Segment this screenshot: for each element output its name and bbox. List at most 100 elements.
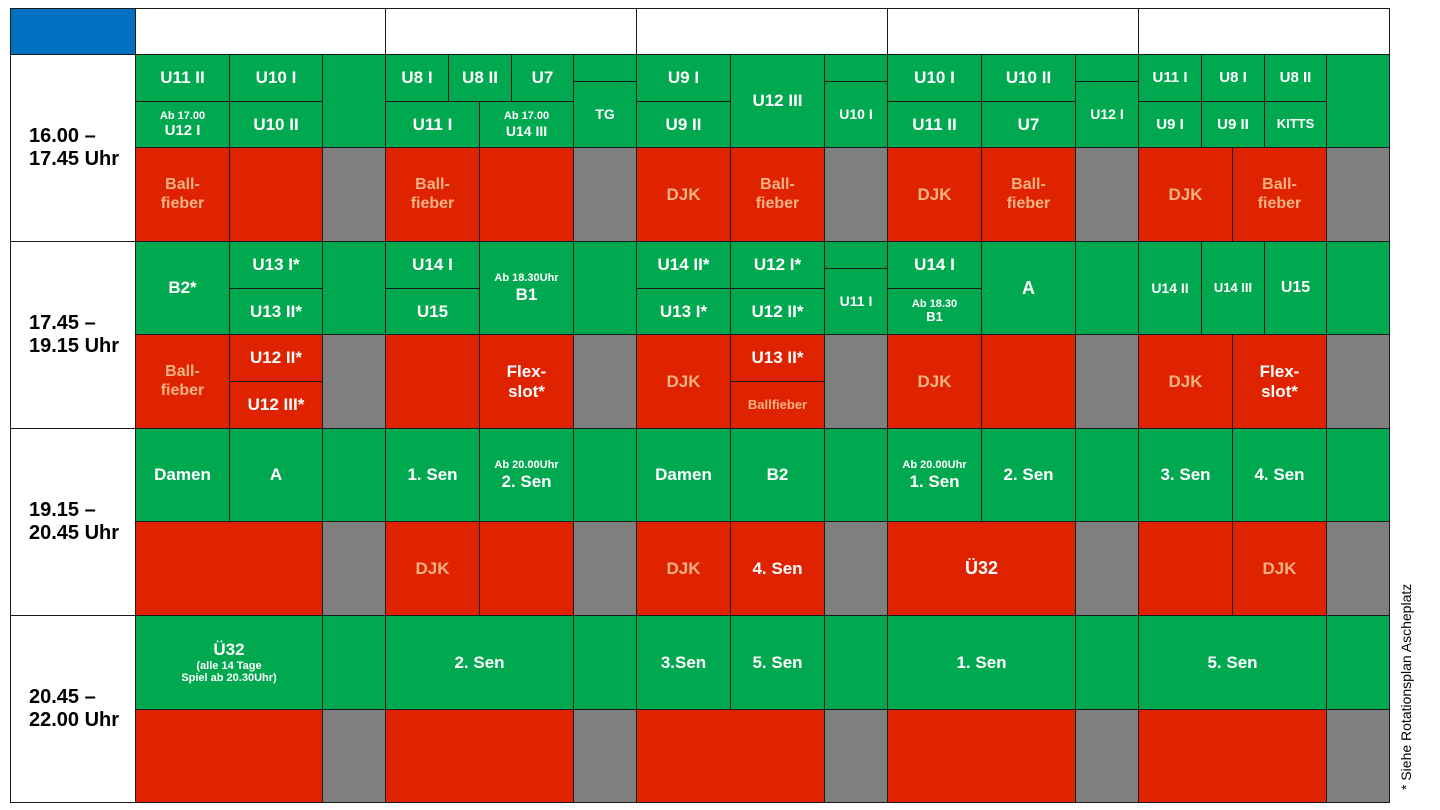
slot-text: Ball-: [760, 176, 795, 194]
grey-block: [1075, 709, 1139, 803]
slot-text: U12 II*: [250, 348, 302, 368]
slot-text: DJK: [1262, 558, 1297, 578]
slot-cell: 4. Sen: [1232, 428, 1327, 522]
slot-text: A: [269, 465, 283, 485]
slot-cell: Ab 17.00 U14 III: [479, 101, 574, 148]
grey-block: [573, 521, 637, 616]
slot-cell: Ball-fieber: [730, 147, 825, 242]
slot-text: U14 III: [505, 122, 548, 139]
slot-cell: 3. Sen: [1138, 428, 1233, 522]
slot-cell: Ball-fieber: [981, 147, 1076, 242]
slot-cell: DJK: [636, 521, 731, 616]
slot-text: U12 III*: [247, 395, 305, 415]
slot-text: U8 I: [1219, 69, 1247, 87]
slot-text: 4. Sen: [752, 558, 803, 578]
day-header-2: [636, 8, 888, 55]
slot-text: U9 I: [1156, 115, 1184, 133]
af-label: [573, 615, 637, 710]
grey-block: [1326, 521, 1390, 616]
slot-cell: Flex-slot*: [1232, 334, 1327, 429]
slot-text: DJK: [666, 184, 701, 204]
slot-text: Ab 18.30: [911, 297, 958, 310]
slot-cell: U11 II: [135, 54, 230, 102]
af-label: [1075, 615, 1139, 710]
slot-cell: U14 II: [1138, 241, 1202, 335]
af-label: [1326, 54, 1390, 148]
grey-block: [1326, 334, 1390, 429]
slot-cell: U14 II*: [636, 241, 731, 289]
grey-block: [824, 147, 888, 242]
slot-text: U12 I: [164, 122, 201, 140]
slot-cell: U15: [1264, 241, 1327, 335]
slot-cell: U10 II: [981, 54, 1076, 102]
af-label: [322, 54, 386, 148]
slot-cell: B2: [730, 428, 825, 522]
af-label: [322, 428, 386, 522]
slot-text: U12 III: [752, 91, 803, 111]
slot-text: 4. Sen: [1254, 465, 1305, 485]
slot-cell: 2. Sen: [385, 615, 574, 710]
slot-text: U8 II: [462, 68, 498, 88]
slot-cell: DJK: [1138, 334, 1233, 429]
slot-text: Spiel ab 20.30Uhr): [181, 672, 277, 685]
slot-text: fieber: [1257, 194, 1302, 212]
slot-text: U8 II: [1279, 69, 1312, 87]
red-block: [1138, 709, 1327, 803]
slot-text: U7: [1017, 114, 1040, 134]
slot-text: U10 I: [914, 68, 955, 88]
slot-text: 3.Sen: [660, 652, 707, 672]
slot-text: fieber: [410, 194, 455, 212]
slot-text: U12 I*: [753, 255, 802, 275]
slot-text: Flex-: [506, 361, 547, 381]
red-block: [229, 147, 323, 242]
slot-cell: U7: [511, 54, 574, 102]
slot-text: fieber: [1006, 194, 1051, 212]
slot-cell: DJK: [385, 521, 480, 616]
slot-text: DJK: [666, 558, 701, 578]
red-block: [385, 334, 480, 429]
slot-cell: Damen: [135, 428, 230, 522]
grey-block: [1075, 334, 1139, 429]
red-block: [636, 709, 825, 803]
slot-cell: U10 I: [229, 54, 323, 102]
slot-cell: U9 I: [1138, 101, 1202, 148]
af-label: [1075, 428, 1139, 522]
slot-cell: DJK: [887, 147, 982, 242]
af-label: [573, 428, 637, 522]
time-label-3: 20.45 – 22.00 Uhr: [10, 615, 136, 803]
slot-text: B1: [926, 309, 943, 325]
slot-cell: TG: [573, 81, 637, 148]
slot-cell: U8 I: [1201, 54, 1265, 102]
slot-text: DJK: [917, 184, 952, 204]
slot-text: Damen: [154, 465, 211, 485]
slot-text: U9 II: [665, 114, 702, 134]
slot-text: U14 I: [412, 255, 453, 275]
slot-text: DJK: [666, 371, 701, 391]
slot-cell: 5. Sen: [730, 615, 825, 710]
slot-text: U14 I: [914, 255, 955, 275]
slot-cell: U15: [385, 288, 480, 335]
slot-text: slot*: [1261, 381, 1298, 401]
slot-cell: Flex-slot*: [479, 334, 574, 429]
time-label-0: 16.00 – 17.45 Uhr: [10, 54, 136, 242]
season-header: [10, 8, 136, 55]
slot-text: 5. Sen: [1207, 652, 1258, 672]
slot-text: Ball-: [1262, 176, 1297, 194]
slot-text: U13 I*: [659, 301, 708, 321]
slot-text: DJK: [1168, 371, 1203, 391]
red-block: [135, 521, 323, 616]
grey-block: [322, 709, 386, 803]
slot-cell: U12 I: [1075, 81, 1139, 148]
slot-text: U13 I*: [252, 255, 300, 275]
slot-cell: U11 I: [824, 268, 888, 335]
slot-text: U14 II*: [657, 255, 710, 275]
slot-text: 1. Sen: [909, 471, 960, 491]
footnote: * Siehe Rotationsplan Ascheplatz: [1398, 583, 1414, 790]
slot-text: 1. Sen: [956, 652, 1007, 672]
slot-text: DJK: [1168, 184, 1203, 204]
slot-text: KITTS: [1276, 116, 1315, 132]
slot-cell: Ballfieber: [730, 381, 825, 429]
slot-cell: U14 III: [1201, 241, 1265, 335]
slot-text: 2. Sen: [501, 471, 552, 491]
slot-cell: Ab 18.30 B1: [887, 288, 982, 335]
